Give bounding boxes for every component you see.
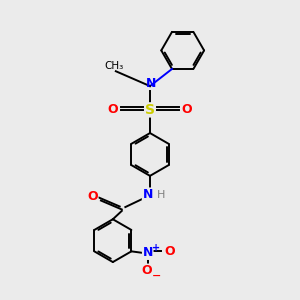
Text: O: O: [107, 103, 118, 116]
Text: H: H: [157, 190, 166, 200]
Text: CH₃: CH₃: [105, 61, 124, 71]
Text: O: O: [141, 264, 152, 277]
Text: N: N: [142, 188, 153, 201]
Text: S: S: [145, 103, 155, 117]
Text: +: +: [152, 243, 160, 253]
Text: N: N: [146, 77, 156, 90]
Text: −: −: [152, 271, 161, 281]
Text: O: O: [164, 245, 175, 258]
Text: N: N: [142, 246, 153, 259]
Text: O: O: [182, 103, 193, 116]
Text: O: O: [87, 190, 98, 202]
